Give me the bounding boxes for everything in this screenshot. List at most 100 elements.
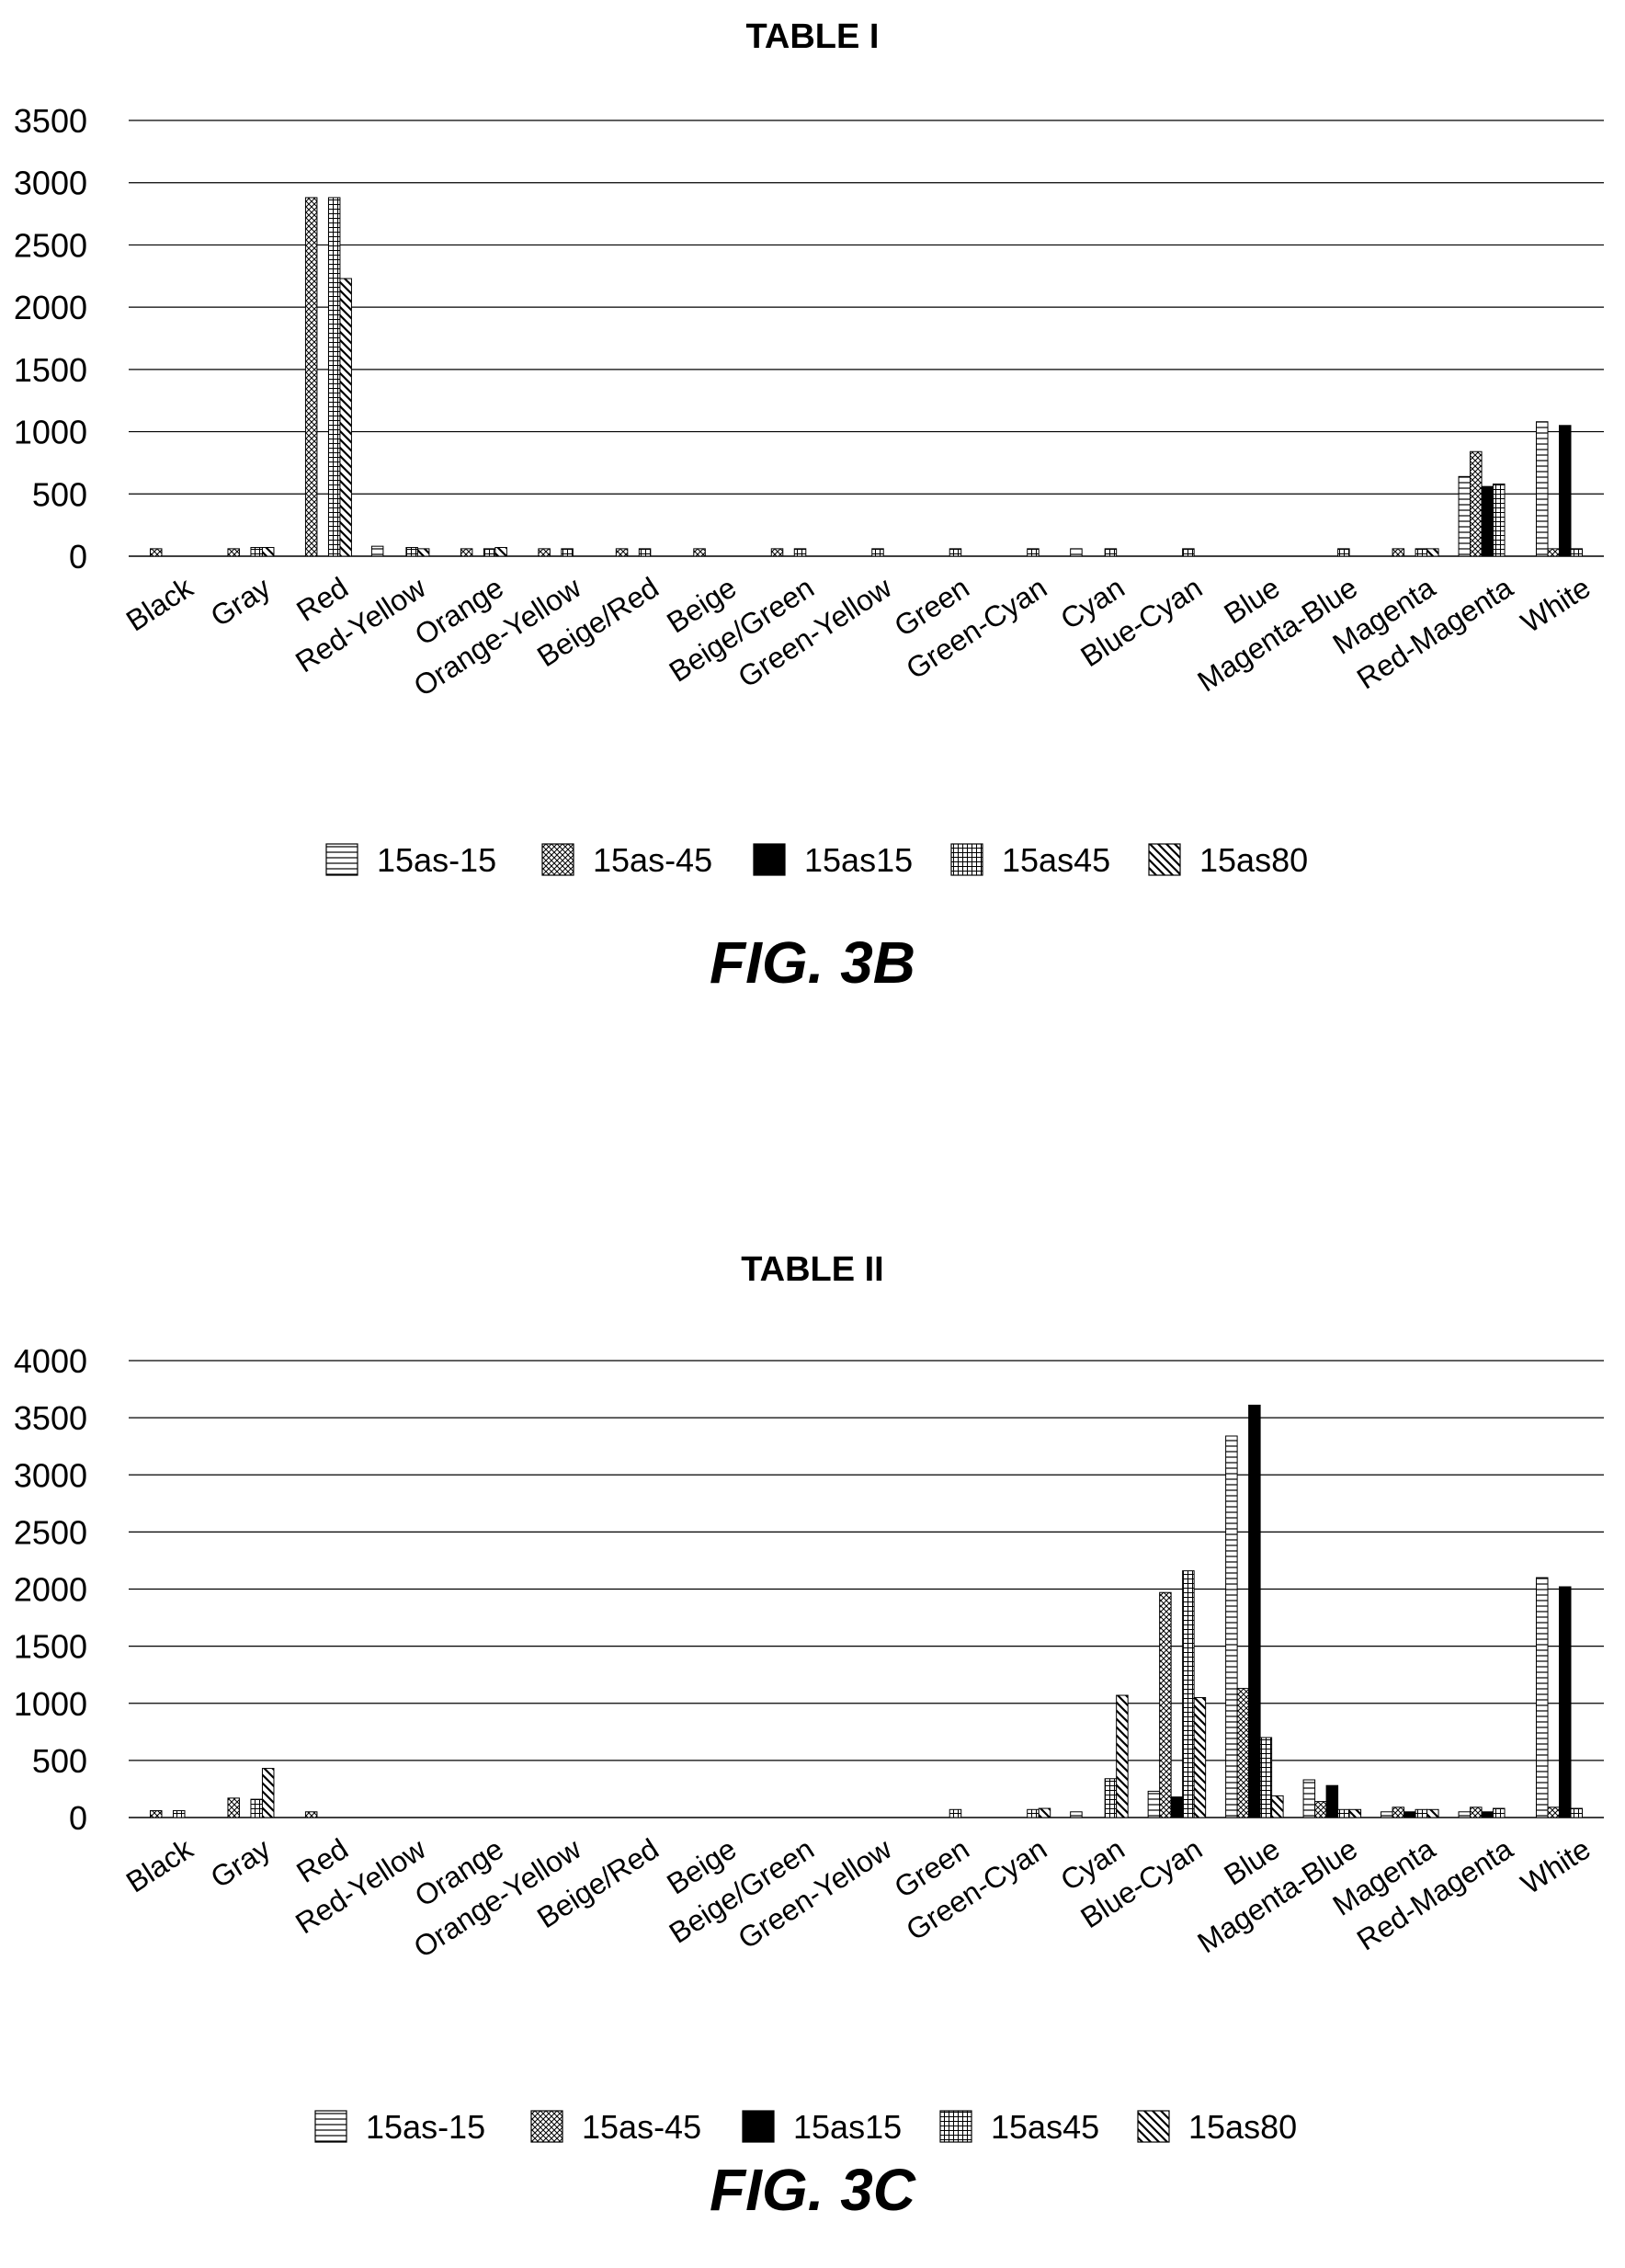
bar-15as45-orange-yellow [561,548,574,557]
y-tick-label: 2500 [14,226,87,264]
bar-15as45-red [327,197,341,557]
legend-swatch-15as-15 [325,843,358,876]
bar-15as45-cyan [1104,1778,1118,1818]
bar-15as15-white [1559,1586,1572,1818]
bar-15as80-blue [1271,1795,1284,1818]
legend-label-15as80: 15as80 [1199,841,1308,879]
bar-15as-45-magenta-blue [1314,1801,1327,1818]
legend-label-15as-15: 15as-15 [377,841,496,879]
y-tick-label: 3000 [14,1456,87,1494]
bar-15as80-gray [261,547,275,557]
y-tick-label: 1000 [14,1685,87,1723]
bar-15as-45-gray [227,1797,240,1818]
legend-label-15as-15: 15as-15 [366,2108,485,2146]
bar-15as45-red-magenta [1493,1807,1506,1818]
legend-swatch-15as-45 [530,2110,563,2143]
bar-15as80-green-cyan [1038,1807,1051,1818]
y-tick-label: 0 [69,1799,87,1837]
bar-15as45-blue-cyan [1182,548,1195,557]
bar-15as-45-blue-cyan [1159,1591,1172,1818]
x-tick-label: Gray [205,1832,277,1895]
bar-15as80-blue-cyan [1193,1697,1207,1818]
bar-15as15-red-magenta [1481,485,1494,557]
bar-15as-15-magenta-blue [1302,1779,1316,1818]
bar-15as-45-red-magenta [1470,450,1483,557]
legend-label-15as80: 15as80 [1188,2108,1297,2146]
bar-15as45-white [1570,548,1584,557]
bar-15as80-magenta-blue [1348,1808,1362,1818]
bar-15as45-beige-red [638,548,652,557]
bar-15as45-red-yellow [405,547,418,557]
bar-15as-15-cyan [1070,1811,1083,1818]
legend-swatch-15as45 [950,843,983,876]
bar-15as-45-magenta [1392,548,1405,557]
bar-15as-45-beige-green [770,548,784,557]
bar-15as45-white [1570,1807,1584,1818]
bar-15as15-magenta [1403,1811,1416,1818]
bar-15as45-magenta [1415,1808,1428,1818]
bar-15as80-gray [261,1768,275,1818]
bar-15as15-white [1559,425,1572,557]
x-tick-label: Black [120,1831,199,1898]
legend-label-15as45: 15as45 [991,2108,1099,2146]
y-tick-label: 3500 [14,102,87,140]
bar-15as80-magenta [1426,1808,1439,1818]
bar-15as-45-beige [693,548,706,557]
y-tick-label: 2500 [14,1513,87,1551]
bar-15as80-red [339,278,352,557]
y-tick-label: 3500 [14,1399,87,1437]
bar-15as80-magenta [1426,548,1439,557]
x-tick-label: White [1515,571,1596,640]
legend-label-15as15: 15as15 [793,2108,902,2146]
bar-15as-45-black [149,1810,163,1818]
bar-15as-45-orange-yellow [538,548,551,557]
chart-table-ii: TABLE II 0 500 1000 1500 2000 2500 3000 3500 4000… [14,1250,1604,2146]
bar-15as-15-red-yellow [370,545,384,557]
bar-15as45-orange [483,548,496,557]
bar-15as80-cyan [1116,1694,1129,1818]
y-tick-label: 4000 [14,1342,87,1380]
bar-15as-45-white [1547,548,1561,557]
bar-15as-15-cyan [1070,548,1083,557]
bar-15as-45-black [149,548,163,557]
bar-15as-45-red [304,1811,318,1818]
bar-15as45-gray [250,547,263,557]
bar-15as15-red-magenta [1481,1811,1494,1818]
legend-swatch-15as80 [1148,843,1181,876]
bar-15as45-magenta-blue [1337,548,1350,557]
bar-15as-45-white [1547,1806,1561,1818]
bar-15as15-magenta-blue [1325,1784,1339,1818]
bar-15as-15-blue [1225,1435,1238,1818]
chart-table-i: TABLE I 0 500 1000 1500 2000 2500 3000 3500 Black… [14,17,1604,879]
legend-swatch-15as45 [939,2110,972,2143]
bar-15as45-magenta-blue [1337,1808,1350,1818]
bar-15as45-green-cyan [1027,548,1040,557]
y-tick-label: 2000 [14,1571,87,1609]
y-tick-label: 500 [32,1742,87,1780]
chart-title: TABLE II [741,1250,884,1289]
bar-15as45-black [172,1810,186,1818]
x-tick-label: Gray [205,571,277,633]
figure-caption-3c: FIG. 3C [709,2157,916,2223]
legend-swatch-15as80 [1137,2110,1170,2143]
bar-15as45-cyan [1104,548,1118,557]
bar-15as45-blue [1259,1737,1273,1818]
legend-swatch-15as15 [753,843,786,876]
bar-15as-45-red [304,197,318,557]
bar-15as45-green [949,1808,962,1818]
bar-15as15-blue [1248,1404,1261,1818]
x-tick-label: Black [120,570,199,637]
y-tick-label: 2000 [14,289,87,326]
y-tick-label: 1500 [14,1628,87,1666]
bar-15as-45-gray [227,548,240,557]
bar-15as45-green [949,548,962,557]
figure-caption-3b: FIG. 3B [709,929,916,996]
legend-swatch-15as-15 [314,2110,347,2143]
bar-15as45-green-cyan [1027,1808,1040,1818]
bar-15as-45-beige-red [615,548,629,557]
legend-label-15as-45: 15as-45 [593,841,712,879]
bar-15as-45-magenta [1392,1806,1405,1818]
legend-label-15as-45: 15as-45 [582,2108,701,2146]
x-tick-label: White [1515,1832,1596,1901]
legend-swatch-15as-45 [541,843,574,876]
